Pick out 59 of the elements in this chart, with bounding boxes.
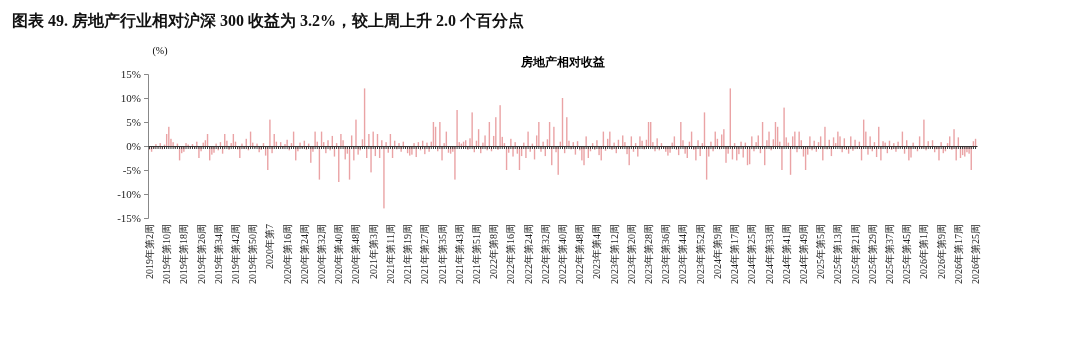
x-tick-label: 2023年第20周	[625, 224, 637, 284]
y-tick-label: 5%	[126, 116, 141, 129]
y-tick-label: 15%	[120, 68, 141, 81]
x-tick-label: 2020年第40周	[333, 224, 345, 284]
x-tick-label: 2019年第2周	[143, 224, 155, 279]
x-tick-label: 2021年第19周	[402, 224, 414, 284]
x-tick-label: 2021年第35周	[436, 224, 448, 284]
x-tick-label: 2021年第11周	[384, 224, 396, 284]
x-tick-label: 2021年第51周	[470, 224, 482, 284]
x-tick-label: 2024年第41周	[780, 224, 792, 284]
x-tick-label: 2023年第52周	[694, 224, 706, 284]
x-tick-label: 2019年第50周	[247, 224, 259, 284]
x-tick-label: 2026年第1周	[918, 224, 930, 279]
y-tick-label: 0%	[126, 140, 141, 153]
x-tick-label: 2023年第44周	[677, 224, 689, 284]
x-tick-label: 2019年第42周	[230, 224, 241, 284]
x-tick-label: 2023年第36周	[660, 224, 672, 284]
x-tick-label: 2019年第18周	[178, 224, 190, 284]
x-tick-label: 2020年第16周	[281, 224, 293, 284]
x-tick-label: 2020年第7	[264, 224, 276, 269]
x-tick-label: 2021年第43周	[453, 224, 465, 284]
x-tick-label: 2025年第45周	[901, 224, 913, 284]
x-tick-label: 2023年第28周	[643, 224, 655, 284]
x-tick-label: 2024年第49周	[797, 224, 809, 284]
x-tick-label: 2023年第12周	[608, 224, 620, 284]
x-tick-label: 2025年第29周	[866, 224, 878, 284]
x-tick-label: 2022年第8周	[488, 224, 500, 279]
x-tick-label: 2021年第3周	[367, 224, 379, 279]
x-tick-label: 2024年第9周	[711, 224, 723, 279]
x-tick-label: 2025年第37周	[884, 224, 895, 284]
chart-subtitle: 房地产相对收益	[519, 55, 605, 69]
x-tick-label: 2022年第48周	[574, 224, 586, 284]
x-tick-label: 2026年第25周	[970, 224, 982, 284]
x-tick-label: 2025年第21周	[849, 224, 861, 284]
x-tick-label: 2019年第34周	[212, 224, 224, 284]
x-tick-label: 2024年第17周	[729, 224, 741, 284]
chart-title: 图表 49. 房地产行业相对沪深 300 收益为 3.2%，较上周上升 2.0 个百分点	[12, 11, 524, 30]
x-tick-label: 2026年第9周	[935, 224, 947, 279]
x-tick-label: 2022年第32周	[539, 224, 551, 284]
x-tick-label: 2022年第16周	[505, 224, 517, 284]
y-tick-label: -10%	[117, 188, 141, 201]
x-tick-label: 2022年第40周	[557, 224, 568, 284]
x-tick-label: 2019年第26周	[195, 224, 207, 284]
x-tick-label: 2020年第48周	[350, 224, 362, 284]
y-tick-label: 10%	[120, 92, 141, 105]
x-tick-label: 2022年第24周	[522, 224, 534, 284]
x-tick-label: 2020年第24周	[298, 224, 310, 284]
x-tick-label: 2024年第25周	[746, 224, 758, 284]
y-tick-label: -15%	[117, 212, 141, 225]
x-tick-label: 2023年第4周	[591, 224, 603, 279]
x-tick-label: 2020年第32周	[316, 224, 328, 284]
y-tick-label: -5%	[122, 164, 141, 177]
x-tick-label: 2025年第5周	[815, 224, 827, 279]
x-tick-label: 2024年第33周	[763, 224, 775, 284]
x-tick-label: 2021年第27周	[419, 224, 431, 284]
y-axis-title: (%)	[152, 45, 168, 57]
x-tick-label: 2019年第10周	[161, 224, 173, 284]
x-tick-label: 2025年第13周	[832, 224, 844, 284]
x-tick-label: 2026年第17周	[952, 224, 964, 284]
